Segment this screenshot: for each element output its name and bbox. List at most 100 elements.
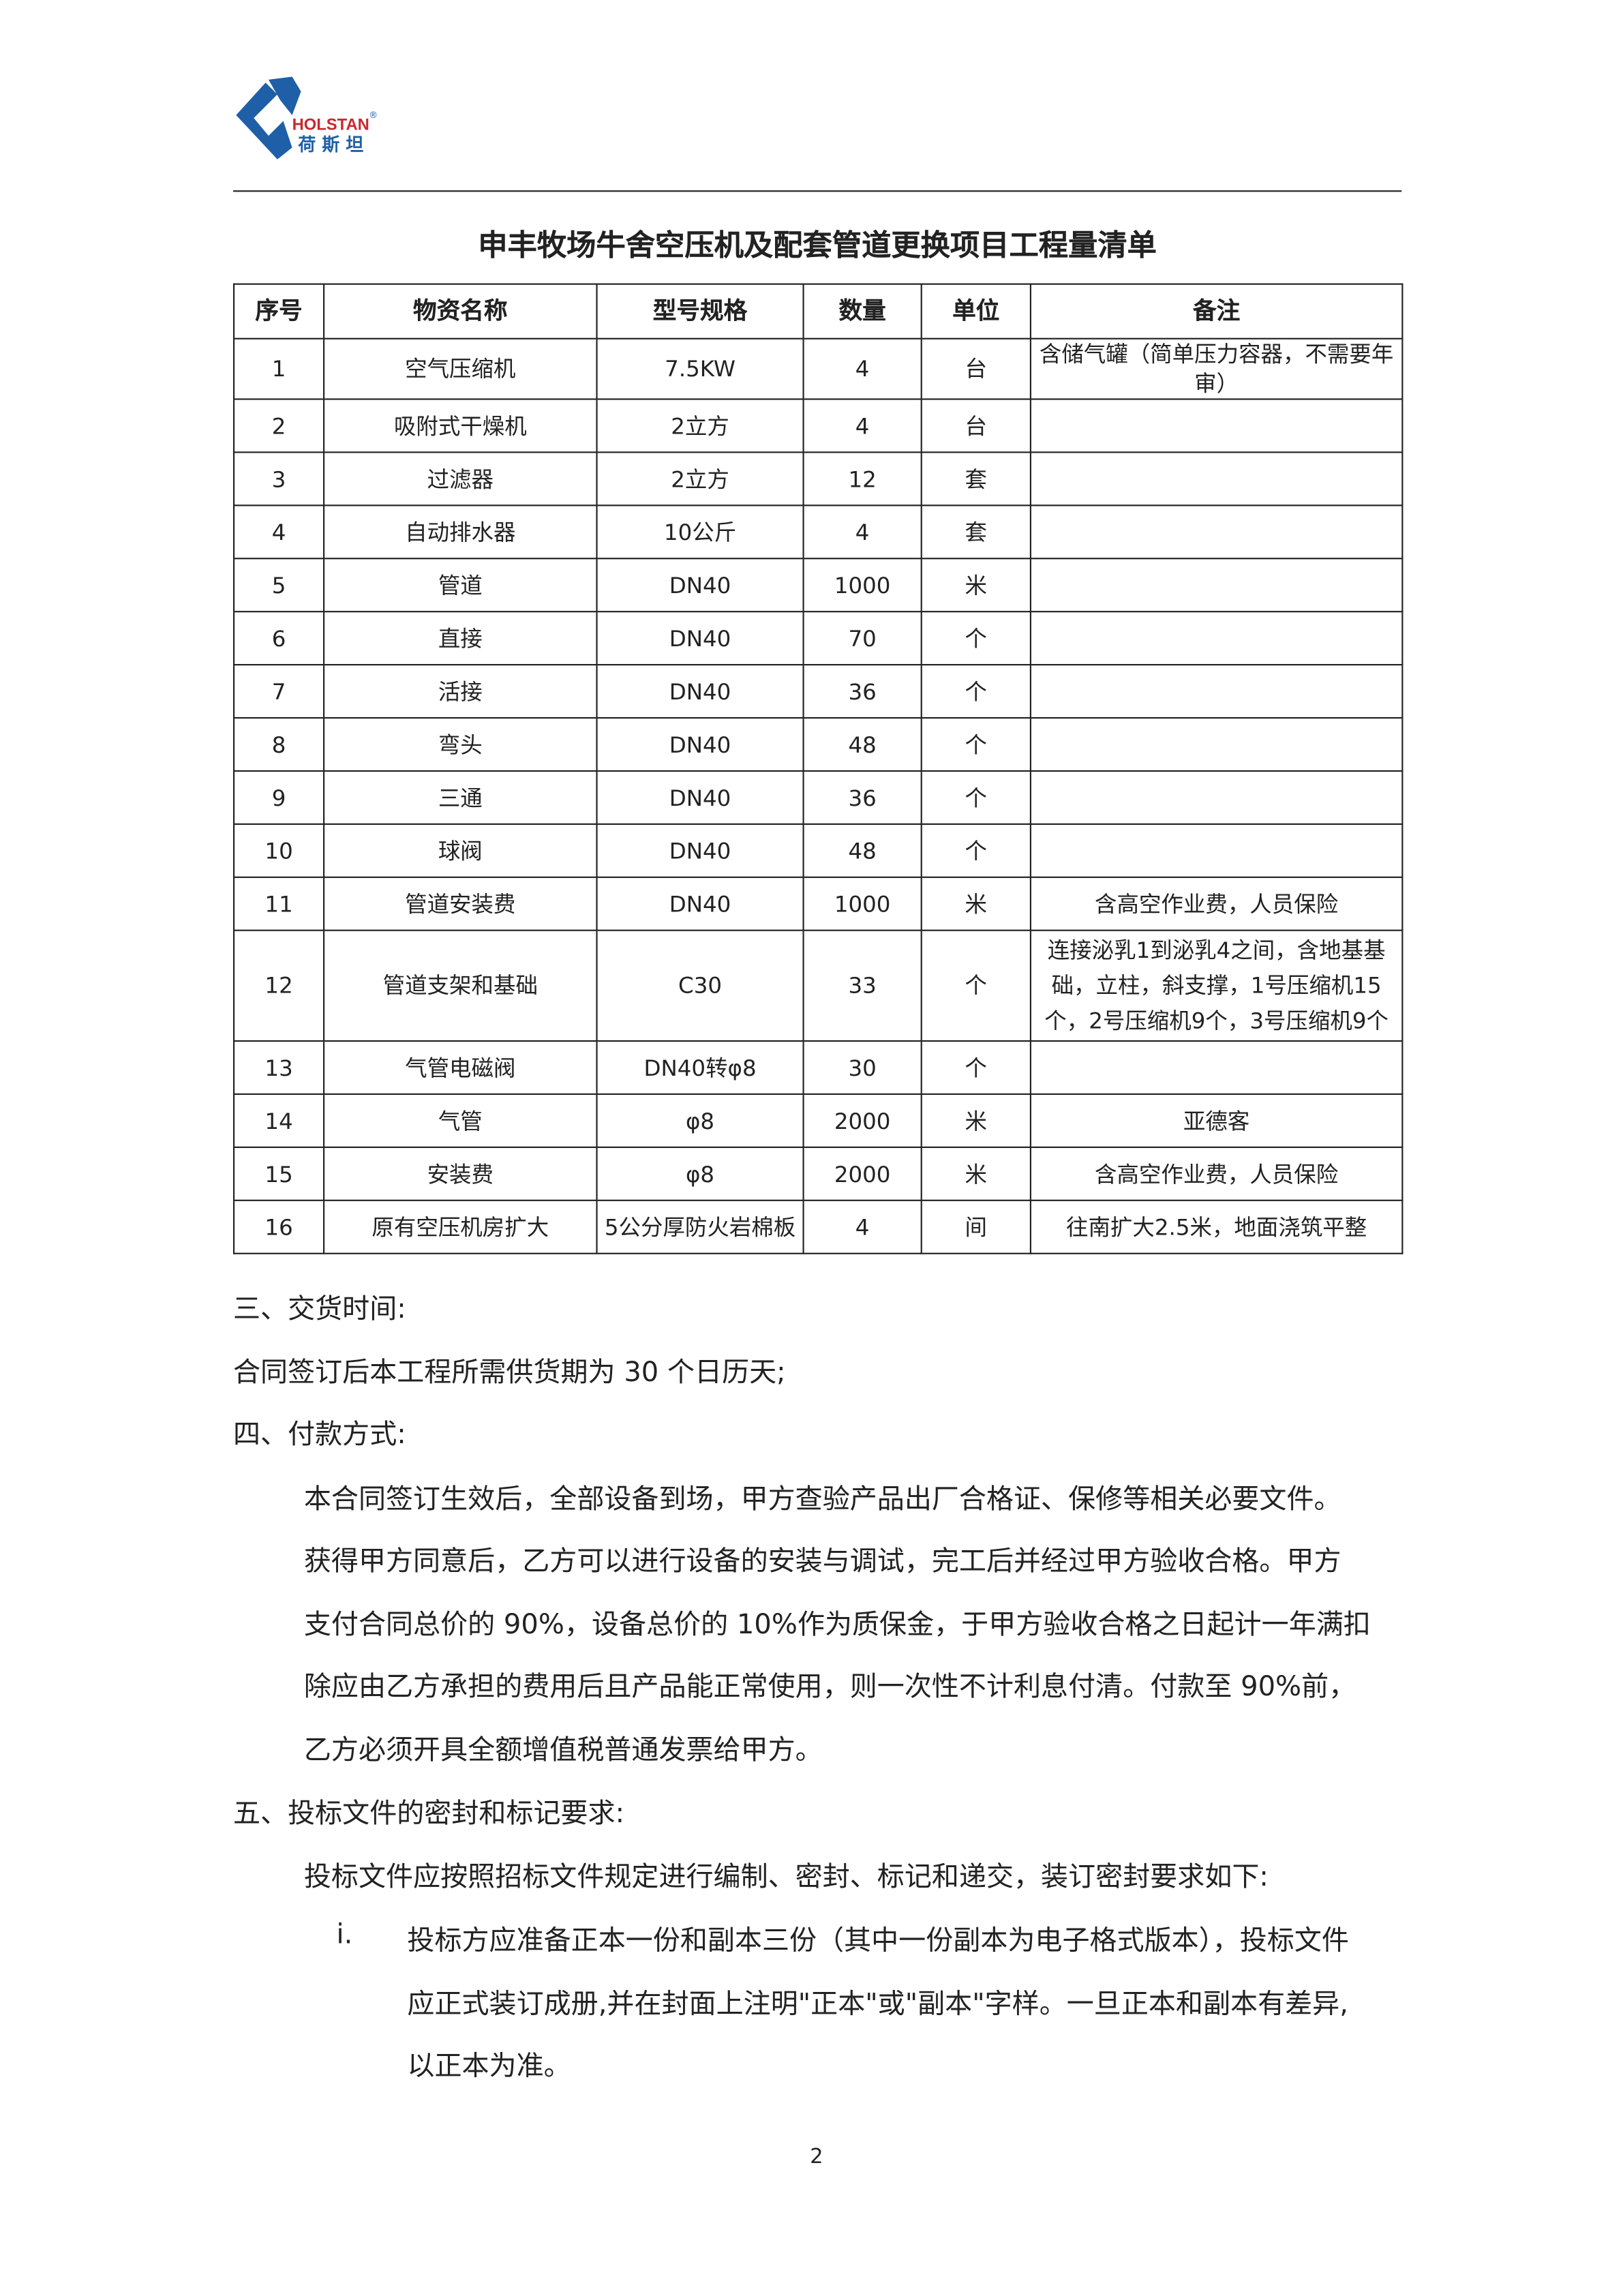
- table-cell: DN40: [596, 770, 804, 825]
- table-cell: 7: [232, 664, 325, 719]
- table-cell: [1029, 716, 1404, 772]
- table-cell: 13: [232, 1040, 325, 1096]
- table-cell: 自动排水器: [323, 504, 598, 560]
- table-cell: 4: [802, 398, 922, 453]
- table-cell: 活接: [323, 664, 598, 719]
- table-cell: 30: [802, 1040, 922, 1096]
- table-cell: 台: [920, 337, 1031, 400]
- page-number: 2: [810, 2145, 823, 2169]
- section-3-heading: 三、交货时间:: [232, 1294, 406, 1325]
- section-4-line: 支付合同总价的 90%，设备总价的 10%作为质保金，于甲方验收合格之日起计一年…: [303, 1610, 1371, 1641]
- table-cell: 个: [920, 664, 1031, 719]
- table-cell: 个: [920, 611, 1031, 666]
- table-cell: 4: [802, 337, 922, 400]
- table-cell: 1: [232, 337, 325, 400]
- table-cell: DN40: [596, 611, 804, 666]
- table-cell: [1029, 451, 1404, 507]
- table-row: 10 球阀 DN40 48 个: [232, 823, 1404, 878]
- table-cell: 4: [802, 1199, 922, 1254]
- table-cell: 直接: [323, 611, 598, 666]
- section-4-line: 获得甲方同意后，乙方可以进行设备的安装与调试，完工后并经过甲方验收合格。甲方: [303, 1546, 1341, 1577]
- table-cell: 7.5KW: [596, 337, 804, 400]
- section-3-body: 合同签订后本工程所需供货期为 30 个日历天;: [232, 1357, 786, 1389]
- table-cell: 空气压缩机: [323, 337, 598, 400]
- table-row: 5 管道 DN40 1000 米: [232, 558, 1404, 613]
- table-cell: 过滤器: [323, 451, 598, 507]
- table-cell: 70: [802, 611, 922, 666]
- section-5-heading: 五、投标文件的密封和标记要求:: [232, 1798, 625, 1830]
- table-cell: 三通: [323, 770, 598, 825]
- column-header: 单位: [920, 283, 1031, 339]
- table-cell: 米: [920, 558, 1031, 613]
- table-cell: DN40转φ8: [596, 1040, 804, 1096]
- column-header: 型号规格: [596, 283, 804, 339]
- section-5-intro: 投标文件应按照招标文件规定进行编制、密封、标记和递交，装订密封要求如下:: [303, 1862, 1269, 1894]
- table-cell: 3: [232, 451, 325, 507]
- column-header: 备注: [1029, 283, 1404, 339]
- table-cell: DN40: [596, 664, 804, 719]
- table-cell: 14: [232, 1093, 325, 1148]
- table-row: 7 活接 DN40 36 个: [232, 664, 1404, 719]
- table-cell: DN40: [596, 876, 804, 931]
- table-cell: 台: [920, 398, 1031, 453]
- table-cell: 4: [232, 504, 325, 560]
- table-cell: 4: [802, 504, 922, 560]
- table-cell: DN40: [596, 823, 804, 878]
- svg-text:®: ®: [369, 110, 378, 121]
- table-cell: 个: [920, 716, 1031, 772]
- table-cell: φ8: [596, 1093, 804, 1148]
- table-cell: [1029, 1040, 1404, 1096]
- table-cell: 9: [232, 770, 325, 825]
- list-marker: i.: [336, 1920, 353, 1951]
- table-row: 13 气管电磁阀 DN40转φ8 30 个: [232, 1040, 1404, 1096]
- table-cell: 吸附式干燥机: [323, 398, 598, 453]
- table-cell: [1029, 823, 1404, 878]
- table-cell: 米: [920, 876, 1031, 931]
- svg-text:荷 斯 坦: 荷 斯 坦: [298, 135, 363, 155]
- table-cell: [1029, 504, 1404, 560]
- table-cell: 个: [920, 823, 1031, 878]
- table-row: 8 弯头 DN40 48 个: [232, 716, 1404, 772]
- column-header: 物资名称: [323, 283, 598, 339]
- table-cell: 5: [232, 558, 325, 613]
- table-cell: 2: [232, 398, 325, 453]
- holstan-logo: HOLSTAN ® 荷 斯 坦: [233, 74, 395, 162]
- table-cell: 11: [232, 876, 325, 931]
- list-item-line: 投标方应准备正本一份和副本三份（其中一份副本为电子格式版本），投标文件: [407, 1925, 1349, 1957]
- table-row: 9 三通 DN40 36 个: [232, 770, 1404, 825]
- table-cell: 亚德客: [1029, 1093, 1404, 1148]
- table-cell: [1029, 398, 1404, 453]
- table-cell: C30: [596, 929, 804, 1042]
- table-cell: 个: [920, 929, 1031, 1042]
- table-cell: 2000: [802, 1093, 922, 1148]
- table-cell: 36: [802, 664, 922, 719]
- table-row: 11 管道安装费 DN40 1000 米含高空作业费，人员保险: [232, 876, 1404, 931]
- table-row: 4 自动排水器 10公斤 4 套: [232, 504, 1404, 560]
- table-cell: 米: [920, 1146, 1031, 1201]
- table-cell: 弯头: [323, 716, 598, 772]
- table-row: 16 原有空压机房扩大 5公分厚防火岩棉板 4 间往南扩大2.5米，地面浇筑平整: [232, 1199, 1404, 1254]
- table-cell: 2立方: [596, 398, 804, 453]
- table-cell: φ8: [596, 1146, 804, 1201]
- table-cell: 33: [802, 929, 922, 1042]
- table-cell: 安装费: [323, 1146, 598, 1201]
- table-cell: 含高空作业费，人员保险: [1029, 1146, 1404, 1201]
- list-item-line: 以正本为准。: [407, 2051, 571, 2083]
- header-rule: [232, 190, 1402, 192]
- table-row: 1 空气压缩机 7.5KW 4 台含储气罐（简单压力容器，不需要年审）: [232, 337, 1404, 400]
- table-cell: 5公分厚防火岩棉板: [596, 1199, 804, 1254]
- bill-of-quantities-table: 序号 物资名称 型号规格 数量 单位 备注 1 空气压缩机 7.5KW 4 台含储气罐（简单压力容…: [232, 283, 1404, 1254]
- table-cell: 连接泌乳1到泌乳4之间，含地基基础，立柱，斜支撑，1号压缩机15个，2号压缩机9…: [1029, 929, 1404, 1042]
- table-cell: 16: [232, 1199, 325, 1254]
- table-cell: 6: [232, 611, 325, 666]
- table-cell: 1000: [802, 558, 922, 613]
- table-cell: 往南扩大2.5米，地面浇筑平整: [1029, 1199, 1404, 1254]
- table-cell: 管道安装费: [323, 876, 598, 931]
- table-cell: 36: [802, 770, 922, 825]
- table-row: 6 直接 DN40 70 个: [232, 611, 1404, 666]
- table-cell: 气管电磁阀: [323, 1040, 598, 1096]
- table-row: 14 气管 φ8 2000 米亚德客: [232, 1093, 1404, 1148]
- table-cell: 2立方: [596, 451, 804, 507]
- table-cell: 个: [920, 770, 1031, 825]
- table-row: 3 过滤器 2立方 12 套: [232, 451, 1404, 507]
